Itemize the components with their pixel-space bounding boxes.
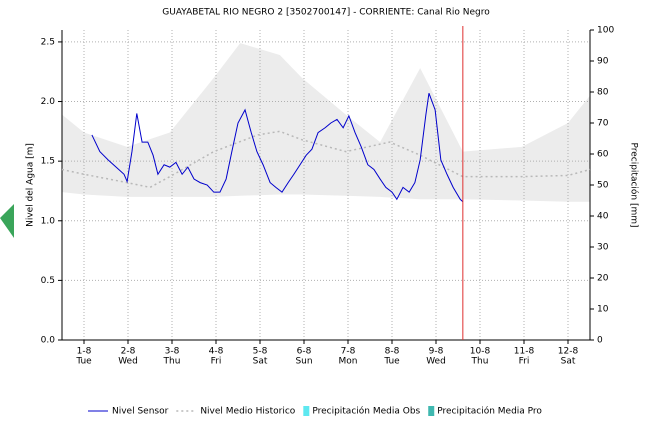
legend-label: Precipitación Media Pro bbox=[437, 406, 542, 417]
y2-tick-label: 0 bbox=[597, 336, 603, 346]
y2-tick-label: 40 bbox=[597, 212, 609, 222]
y-tick-label: 2.5 bbox=[41, 37, 55, 47]
x-tick-day: Thu bbox=[471, 357, 489, 367]
x-tick-day: Fri bbox=[211, 357, 222, 367]
x-tick-day: Sat bbox=[253, 357, 268, 367]
y2-axis-label: Precipitación [mm] bbox=[629, 142, 640, 227]
x-tick-label: 10-8 bbox=[470, 347, 491, 357]
y2-tick-label: 90 bbox=[597, 57, 609, 67]
x-tick-label: 9-8 bbox=[429, 347, 444, 357]
legend-swatch bbox=[303, 406, 310, 416]
x-tick-day: Thu bbox=[163, 357, 181, 367]
x-tick-label: 4-8 bbox=[209, 347, 224, 357]
x-tick-label: 6-8 bbox=[297, 347, 312, 357]
y2-tick-label: 100 bbox=[597, 26, 614, 36]
x-tick-label: 5-8 bbox=[253, 347, 268, 357]
y2-tick-label: 70 bbox=[597, 119, 609, 129]
y2-tick-label: 50 bbox=[597, 181, 609, 191]
x-tick-label: 11-8 bbox=[514, 347, 535, 357]
x-tick-label: 1-8 bbox=[77, 347, 92, 357]
x-tick-label: 3-8 bbox=[165, 347, 180, 357]
y-tick-label: 0.5 bbox=[41, 276, 55, 286]
legend-label: Nivel Sensor bbox=[112, 407, 169, 417]
x-tick-label: 8-8 bbox=[385, 347, 400, 357]
y-tick-label: 1.0 bbox=[41, 216, 56, 226]
side-arrow bbox=[0, 204, 14, 238]
y-tick-label: 0.0 bbox=[41, 336, 56, 346]
y2-tick-label: 80 bbox=[597, 88, 609, 98]
y2-tick-label: 30 bbox=[597, 243, 609, 253]
y2-tick-label: 20 bbox=[597, 274, 609, 284]
y-axis-label: Nivel del Agua [m] bbox=[26, 143, 36, 227]
x-tick-day: Wed bbox=[118, 357, 138, 367]
y2-tick-label: 10 bbox=[597, 305, 609, 315]
x-tick-day: Sun bbox=[295, 357, 312, 367]
series-line bbox=[61, 130, 591, 189]
series-line bbox=[91, 93, 464, 203]
y-tick-label: 1.5 bbox=[41, 157, 55, 167]
y2-tick-label: 60 bbox=[597, 150, 609, 160]
x-tick-label: 12-8 bbox=[558, 347, 579, 357]
x-tick-day: Sat bbox=[561, 357, 576, 367]
x-tick-label: 2-8 bbox=[121, 347, 136, 357]
x-tick-day: Mon bbox=[339, 357, 358, 367]
legend-label: Precipitación Media Obs bbox=[312, 406, 420, 417]
legend-swatch bbox=[428, 406, 435, 416]
x-tick-day: Tue bbox=[383, 357, 400, 367]
legend-label: Nivel Medio Historico bbox=[200, 407, 295, 417]
x-tick-day: Tue bbox=[75, 357, 92, 367]
x-tick-day: Fri bbox=[519, 357, 530, 367]
chart-title: GUAYABETAL RIO NEGRO 2 [3502700147] - CO… bbox=[162, 8, 490, 18]
x-tick-label: 7-8 bbox=[341, 347, 356, 357]
historic-range bbox=[62, 43, 590, 202]
x-tick-day: Wed bbox=[426, 357, 446, 367]
y-tick-label: 2.0 bbox=[41, 97, 56, 107]
